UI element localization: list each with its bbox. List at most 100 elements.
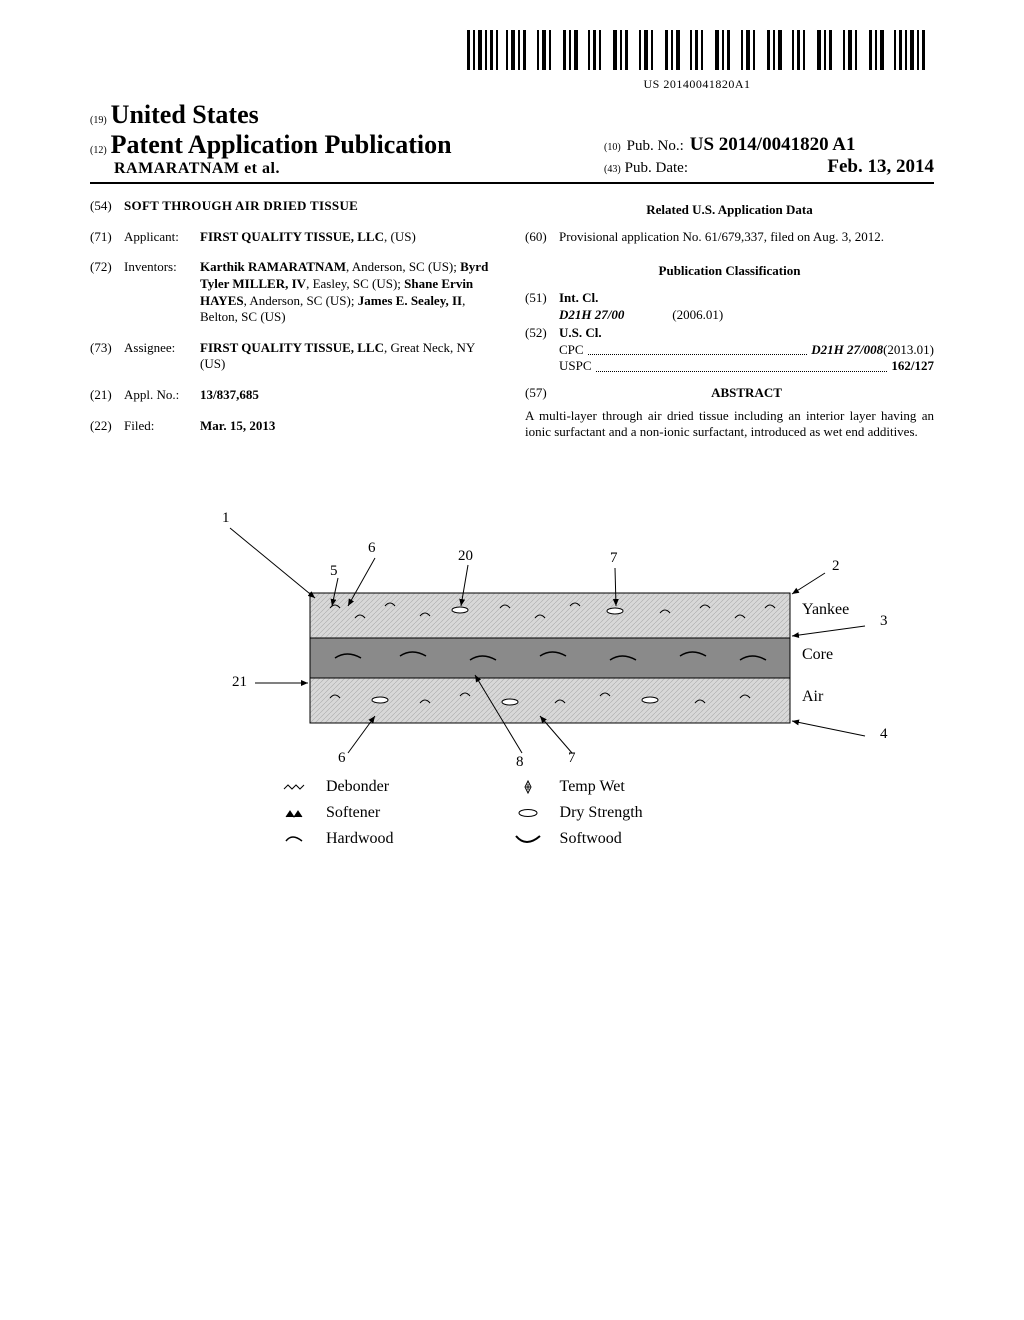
softwood-icon [514, 832, 542, 846]
legend-item: Debonder [280, 778, 394, 796]
inventors: Karthik RAMARATNAM, Anderson, SC (US); B… [200, 259, 499, 326]
cpc-label: CPC [559, 342, 584, 359]
field-57-num: (57) [525, 385, 559, 402]
callout-21: 21 [232, 674, 247, 691]
field-22-num: (22) [90, 418, 124, 435]
pubno-label: Pub. No.: [627, 138, 684, 155]
doc-type-code: (12) [90, 145, 107, 156]
field-72-num: (72) [90, 259, 124, 326]
layer-label-core: Core [802, 646, 833, 664]
callout-7b: 7 [568, 750, 576, 767]
applicant-rest: , (US) [384, 229, 416, 244]
applicant-name: FIRST QUALITY TISSUE, LLC [200, 229, 384, 244]
hardwood-icon [280, 833, 308, 845]
callout-3: 3 [880, 613, 888, 630]
figure-svg [170, 508, 910, 778]
callout-1: 1 [222, 510, 230, 527]
barcode-svg [467, 30, 927, 70]
legend-item: Softwood [514, 830, 643, 848]
legend-label: Temp Wet [560, 778, 625, 796]
pubno: US 2014/0041820 A1 [690, 134, 856, 156]
debonder-icon [280, 781, 308, 793]
country-code: (19) [90, 115, 107, 126]
field-72: (72) Inventors: Karthik RAMARATNAM, Ande… [90, 259, 499, 326]
field-51-num: (51) [525, 290, 559, 323]
tempwet-icon [514, 779, 542, 795]
legend-label: Hardwood [326, 830, 394, 848]
field-21-num: (21) [90, 387, 124, 404]
legend-item: Dry Strength [514, 804, 643, 822]
assignee-name: FIRST QUALITY TISSUE, LLC [200, 340, 384, 355]
related-app-title: Related U.S. Application Data [525, 202, 934, 219]
callout-4: 4 [880, 726, 888, 743]
drystrength-icon [514, 807, 542, 819]
filed-date: Mar. 15, 2013 [200, 418, 499, 435]
callout-6a: 6 [368, 540, 376, 557]
barcode [467, 30, 927, 75]
abstract-title: ABSTRACT [559, 385, 934, 402]
dots-leader [588, 354, 808, 355]
bibliographic-columns: (54) SOFT THROUGH AIR DRIED TISSUE (71) … [90, 198, 934, 448]
legend-label: Softwood [560, 830, 622, 848]
field-22-label: Filed: [124, 418, 200, 435]
abstract-text: A multi-layer through air dried tissue i… [525, 408, 934, 441]
dots-leader [596, 371, 888, 372]
field-52: (52) U.S. Cl. CPC D21H 27/008 (2013.01) … [525, 325, 934, 375]
field-57: (57) ABSTRACT [525, 385, 934, 402]
callout-2: 2 [832, 558, 840, 575]
layer-label-yankee: Yankee [802, 601, 849, 619]
barcode-number: US 20140041820A1 [460, 77, 934, 92]
field-54: (54) SOFT THROUGH AIR DRIED TISSUE [90, 198, 499, 215]
legend-item: Hardwood [280, 830, 394, 848]
softener-icon [280, 807, 308, 819]
legend-item: Temp Wet [514, 778, 643, 796]
legend-item: Softener [280, 804, 394, 822]
layer-label-air: Air [802, 688, 823, 706]
uspc-val: 162/127 [891, 358, 934, 375]
pubdate: Feb. 13, 2014 [827, 156, 934, 178]
field-71-num: (71) [90, 229, 124, 246]
pubdate-label: Pub. Date: [625, 160, 688, 176]
invention-title: SOFT THROUGH AIR DRIED TISSUE [124, 198, 358, 215]
field-51: (51) Int. Cl. D21H 27/00 (2006.01) [525, 290, 934, 323]
legend-label: Dry Strength [560, 804, 643, 822]
legend-label: Debonder [326, 778, 389, 796]
field-52-num: (52) [525, 325, 559, 375]
field-71: (71) Applicant: FIRST QUALITY TISSUE, LL… [90, 229, 499, 246]
field-21-label: Appl. No.: [124, 387, 200, 404]
field-22: (22) Filed: Mar. 15, 2013 [90, 418, 499, 435]
provisional-app: Provisional application No. 61/679,337, … [559, 229, 934, 246]
int-cl: Int. Cl. D21H 27/00 (2006.01) [559, 290, 934, 323]
legend: Debonder Softener Hardwood [280, 778, 643, 856]
assignee: FIRST QUALITY TISSUE, LLC, Great Neck, N… [200, 340, 499, 373]
left-column: (54) SOFT THROUGH AIR DRIED TISSUE (71) … [90, 198, 499, 448]
int-cl-label: Int. Cl. [559, 290, 934, 307]
callout-8: 8 [516, 754, 524, 771]
field-73-label: Assignee: [124, 340, 200, 373]
header-right: (10) Pub. No.: US 2014/0041820 A1 (43) P… [604, 134, 934, 178]
header: (19) United States (12) Patent Applicati… [90, 100, 934, 184]
field-54-num: (54) [90, 198, 124, 215]
callout-7a: 7 [610, 550, 618, 567]
int-cl-code: D21H 27/00 [559, 307, 669, 324]
field-73: (73) Assignee: FIRST QUALITY TISSUE, LLC… [90, 340, 499, 373]
int-cl-year: (2006.01) [672, 307, 723, 322]
pubno-code: (10) [604, 142, 621, 153]
callout-20: 20 [458, 548, 473, 565]
uspc-label: USPC [559, 358, 592, 375]
field-60-num: (60) [525, 229, 559, 246]
barcode-block: US 20140041820A1 [460, 30, 934, 92]
field-21: (21) Appl. No.: 13/837,685 [90, 387, 499, 404]
field-71-label: Applicant: [124, 229, 200, 246]
field-73-num: (73) [90, 340, 124, 373]
authors: RAMARATNAM et al. [114, 160, 280, 177]
header-left: (19) United States (12) Patent Applicati… [90, 100, 452, 178]
callout-5: 5 [330, 563, 338, 580]
callout-6b: 6 [338, 750, 346, 767]
doc-type: Patent Application Publication [111, 130, 452, 159]
applicant: FIRST QUALITY TISSUE, LLC, (US) [200, 229, 499, 246]
cpc-val: D21H 27/008 [811, 342, 883, 359]
legend-left: Debonder Softener Hardwood [280, 778, 394, 856]
us-cl-label: U.S. Cl. [559, 325, 934, 342]
us-cl: U.S. Cl. CPC D21H 27/008 (2013.01) USPC … [559, 325, 934, 375]
